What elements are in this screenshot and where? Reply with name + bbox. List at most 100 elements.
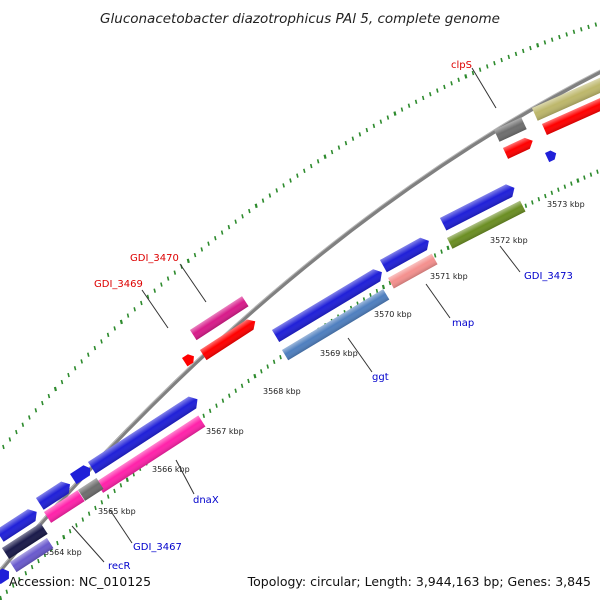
scale-tick	[369, 293, 372, 298]
scale-tick	[316, 159, 320, 164]
scale-tick	[87, 511, 91, 516]
scale-tick	[254, 203, 258, 209]
scale-tick	[253, 373, 257, 379]
scale-tick	[5, 589, 9, 594]
scale-tick	[221, 398, 225, 403]
scale-tick	[234, 388, 237, 393]
scale-tick	[215, 403, 218, 408]
scale-tick	[146, 294, 150, 300]
scale-tick	[266, 364, 269, 369]
scale-tick	[514, 51, 518, 57]
scale-tick	[478, 67, 482, 72]
scale-tick	[529, 45, 532, 51]
leader-recR	[71, 525, 105, 563]
scale-tick	[240, 383, 244, 389]
scale-tick	[524, 203, 528, 208]
scale-tick	[388, 280, 392, 286]
label-leaders	[71, 67, 521, 563]
scale-tick	[153, 288, 156, 293]
scale-tick	[282, 183, 285, 188]
scale-tick	[407, 103, 411, 108]
scale-tick-label: 3568 kbp	[263, 387, 301, 396]
scale-tick	[41, 400, 44, 406]
scale-tick	[24, 571, 28, 576]
scale-tick	[100, 339, 103, 344]
gene-label-GDI_3467[interactable]: GDI_3467	[133, 542, 182, 553]
scale-tick	[337, 145, 341, 150]
gene-label-GDI_3469[interactable]: GDI_3469	[94, 279, 143, 290]
scale-tick	[323, 154, 327, 159]
gene-label-recR[interactable]: recR	[108, 561, 131, 572]
scale-tick	[93, 345, 97, 351]
scale-tick	[261, 198, 265, 203]
scale-tick	[106, 332, 110, 338]
scale-tick	[272, 359, 276, 365]
gene-label-clpS[interactable]: clpS	[451, 60, 472, 71]
scale-tick	[160, 282, 163, 287]
scale-tick-label: 3572 kbp	[490, 236, 528, 245]
gene-label-GDI_3470[interactable]: GDI_3470	[130, 253, 179, 264]
scale-tick	[303, 168, 306, 173]
scale-tick	[544, 193, 547, 199]
gene-label-map[interactable]: map	[452, 318, 474, 329]
scale-tick	[565, 32, 568, 37]
scale-tick	[126, 313, 130, 318]
scale-tick	[166, 276, 170, 281]
gene-feature[interactable]	[545, 149, 558, 163]
scale-tick	[428, 92, 432, 97]
gene-label-GDI_3473[interactable]: GDI_3473	[524, 271, 573, 282]
scale-tick	[381, 284, 386, 290]
scale-tick	[21, 422, 25, 427]
gene-features	[0, 71, 600, 585]
scale-tick	[289, 178, 292, 183]
gene-feature[interactable]	[0, 566, 12, 585]
scale-tick	[589, 172, 593, 177]
gene-label-dnaX[interactable]: dnaX	[193, 495, 219, 506]
scale-tick	[531, 200, 534, 205]
scale-tick-label: 3571 kbp	[430, 272, 468, 281]
scale-tick	[557, 187, 560, 192]
scale-tick-label: 3566 kbp	[152, 465, 190, 474]
scale-tick	[2, 444, 5, 450]
scale-tick	[579, 27, 583, 32]
scale-tick-label: 3565 kbp	[98, 507, 136, 516]
scale-tick	[113, 326, 117, 331]
scale-tick	[393, 111, 397, 116]
scale-tick	[279, 354, 282, 360]
scale-tick-labels: 3564 kbp 3565 kbp 3566 kbp 3567 kbp 3568 kbp…	[44, 200, 585, 557]
gene-feature[interactable]	[182, 352, 197, 367]
scale-tick	[507, 54, 511, 60]
scale-tick	[572, 29, 576, 35]
gene-feature[interactable]	[70, 463, 93, 485]
scale-tick	[106, 494, 110, 499]
leader-GDI_3469	[141, 289, 169, 329]
genome-stats-text: Topology: circular; Length: 3,944,163 bp…	[247, 574, 591, 589]
map-title: Gluconacetobacter diazotrophicus PAl 5, …	[100, 11, 500, 27]
gene-label-ggt[interactable]: ggt	[372, 372, 389, 383]
scale-tick	[594, 22, 598, 27]
scale-tick	[186, 258, 190, 264]
scale-tick	[173, 270, 177, 275]
scale-tick	[53, 386, 58, 392]
scale-tick	[493, 61, 496, 66]
scale-tick	[119, 319, 123, 325]
scale-tick	[227, 224, 231, 230]
scale-tick	[583, 175, 586, 180]
scale-tick	[543, 40, 547, 45]
scale-tick	[358, 132, 362, 137]
scale-tick	[234, 219, 237, 224]
scale-tick	[75, 523, 78, 528]
scale-tick	[60, 379, 64, 385]
gene-labels: clpS GDI_3470 GDI_3469 GDI_3473 map ggt …	[94, 60, 573, 572]
scale-tick	[558, 34, 561, 40]
scale-tick	[200, 247, 204, 252]
scale-tick	[247, 378, 250, 384]
scale-tick	[421, 95, 425, 101]
scale-tick	[576, 178, 580, 183]
scale-tick	[67, 372, 70, 378]
scale-tick	[119, 483, 123, 488]
scale-tick	[34, 408, 38, 413]
scale-tick	[536, 42, 540, 48]
